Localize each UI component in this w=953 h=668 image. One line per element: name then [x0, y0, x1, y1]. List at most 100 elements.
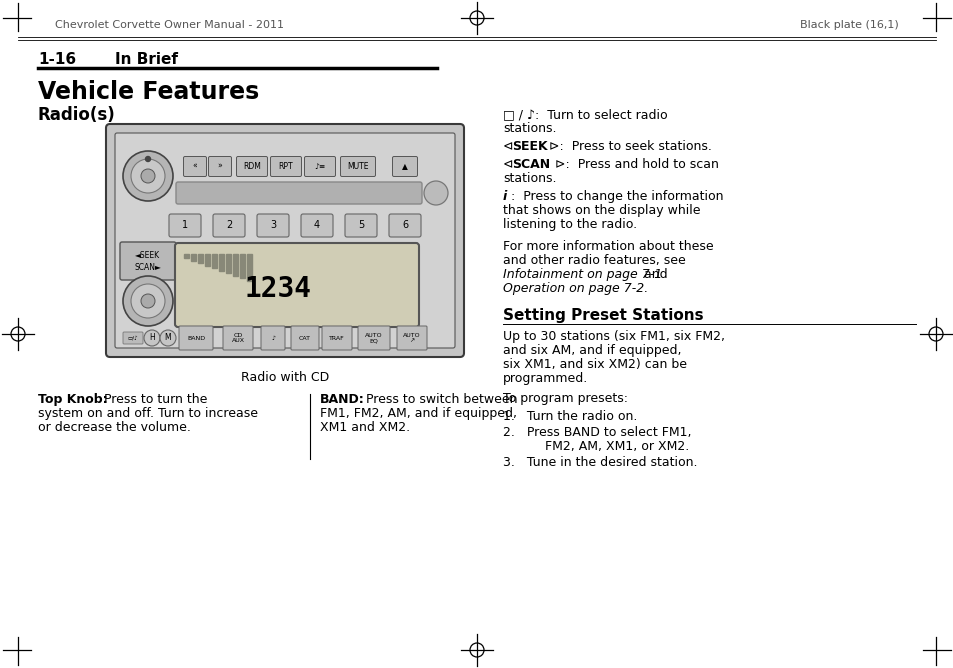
Circle shape — [123, 276, 172, 326]
Text: programmed.: programmed. — [502, 372, 588, 385]
Text: TRAF: TRAF — [329, 335, 345, 341]
FancyBboxPatch shape — [261, 326, 285, 350]
Text: «: « — [193, 162, 197, 171]
Text: 1: 1 — [182, 220, 188, 230]
FancyBboxPatch shape — [236, 156, 267, 176]
Text: or decrease the volume.: or decrease the volume. — [38, 421, 191, 434]
FancyBboxPatch shape — [123, 332, 143, 344]
FancyBboxPatch shape — [291, 326, 318, 350]
FancyBboxPatch shape — [301, 214, 333, 237]
Text: □ / ♪:  Turn to select radio: □ / ♪: Turn to select radio — [502, 108, 667, 121]
Bar — [226, 254, 231, 273]
Text: 2: 2 — [226, 220, 232, 230]
Text: AUTO
EQ: AUTO EQ — [365, 333, 382, 343]
Text: listening to the radio.: listening to the radio. — [502, 218, 637, 231]
Text: stations.: stations. — [502, 172, 556, 185]
Text: 1.   Turn the radio on.: 1. Turn the radio on. — [502, 410, 637, 423]
Text: 1234: 1234 — [244, 275, 311, 303]
Text: Vehicle Features: Vehicle Features — [38, 80, 259, 104]
Text: ⊲: ⊲ — [502, 140, 517, 153]
Circle shape — [131, 284, 165, 318]
Text: 1-16: 1-16 — [38, 52, 76, 67]
Text: CD
AUX: CD AUX — [232, 333, 244, 343]
Text: AUTO
↗: AUTO ↗ — [403, 333, 420, 343]
Text: CAT: CAT — [298, 335, 311, 341]
Text: ⊳:  Press to seek stations.: ⊳: Press to seek stations. — [544, 140, 711, 153]
Text: stations.: stations. — [502, 122, 556, 135]
Bar — [247, 254, 252, 281]
Text: »: » — [217, 162, 222, 171]
Text: ▭/♪: ▭/♪ — [128, 335, 138, 341]
FancyBboxPatch shape — [322, 326, 352, 350]
Text: Black plate (16,1): Black plate (16,1) — [800, 20, 898, 30]
Text: SCAN: SCAN — [512, 158, 550, 171]
Bar — [205, 254, 210, 265]
Text: ◄SEEK: ◄SEEK — [135, 251, 160, 261]
Text: Top Knob:: Top Knob: — [38, 393, 108, 406]
Text: Press to switch between: Press to switch between — [357, 393, 517, 406]
FancyBboxPatch shape — [115, 133, 455, 348]
Text: i: i — [502, 190, 507, 203]
Text: In Brief: In Brief — [115, 52, 178, 67]
Text: RDM: RDM — [243, 162, 261, 171]
Text: ▲: ▲ — [401, 162, 408, 171]
Circle shape — [141, 169, 154, 183]
Text: To program presets:: To program presets: — [502, 392, 627, 405]
FancyBboxPatch shape — [345, 214, 376, 237]
Bar — [233, 254, 237, 275]
FancyBboxPatch shape — [213, 214, 245, 237]
FancyBboxPatch shape — [174, 243, 418, 327]
Text: FM1, FM2, AM, and if equipped,: FM1, FM2, AM, and if equipped, — [319, 407, 517, 420]
Text: 3.   Tune in the desired station.: 3. Tune in the desired station. — [502, 456, 697, 469]
Text: Radio with CD: Radio with CD — [240, 371, 329, 384]
Text: Radio(s): Radio(s) — [38, 106, 115, 124]
Text: 5: 5 — [357, 220, 364, 230]
Bar — [240, 254, 245, 278]
Circle shape — [423, 181, 448, 205]
FancyBboxPatch shape — [340, 156, 375, 176]
FancyBboxPatch shape — [271, 156, 301, 176]
Text: SEEK: SEEK — [512, 140, 547, 153]
Text: and six AM, and if equipped,: and six AM, and if equipped, — [502, 344, 680, 357]
Bar — [212, 254, 216, 268]
FancyBboxPatch shape — [120, 242, 175, 280]
Text: XM1 and XM2.: XM1 and XM2. — [319, 421, 410, 434]
Circle shape — [146, 156, 151, 162]
Text: Infotainment on page 7-1: Infotainment on page 7-1 — [502, 268, 661, 281]
Text: For more information about these: For more information about these — [502, 240, 713, 253]
Text: RPT: RPT — [278, 162, 293, 171]
FancyBboxPatch shape — [169, 214, 201, 237]
Text: MUTE: MUTE — [347, 162, 369, 171]
Circle shape — [141, 294, 154, 308]
Text: 3: 3 — [270, 220, 275, 230]
FancyBboxPatch shape — [392, 156, 417, 176]
Text: SCAN►: SCAN► — [134, 263, 161, 271]
FancyBboxPatch shape — [256, 214, 289, 237]
Text: ⊲: ⊲ — [502, 158, 517, 171]
Text: ⊳:  Press and hold to scan: ⊳: Press and hold to scan — [551, 158, 719, 171]
Circle shape — [123, 151, 172, 201]
FancyBboxPatch shape — [389, 214, 420, 237]
Text: :  Press to change the information: : Press to change the information — [511, 190, 722, 203]
Text: 6: 6 — [401, 220, 408, 230]
Text: 2.   Press BAND to select FM1,: 2. Press BAND to select FM1, — [502, 426, 691, 439]
Circle shape — [131, 159, 165, 193]
FancyBboxPatch shape — [209, 156, 232, 176]
Bar — [219, 254, 224, 271]
Text: ♪: ♪ — [271, 335, 274, 341]
FancyBboxPatch shape — [396, 326, 427, 350]
Text: H: H — [149, 333, 154, 343]
FancyBboxPatch shape — [175, 182, 421, 204]
Text: Up to 30 stations (six FM1, six FM2,: Up to 30 stations (six FM1, six FM2, — [502, 330, 724, 343]
Text: 4: 4 — [314, 220, 319, 230]
Text: and other radio features, see: and other radio features, see — [502, 254, 685, 267]
FancyBboxPatch shape — [183, 156, 206, 176]
Circle shape — [160, 330, 175, 346]
FancyBboxPatch shape — [223, 326, 253, 350]
Text: that shows on the display while: that shows on the display while — [502, 204, 700, 217]
Text: six XM1, and six XM2) can be: six XM1, and six XM2) can be — [502, 358, 686, 371]
Bar — [184, 254, 189, 258]
FancyBboxPatch shape — [304, 156, 335, 176]
Text: FM2, AM, XM1, or XM2.: FM2, AM, XM1, or XM2. — [520, 440, 688, 453]
Text: Setting Preset Stations: Setting Preset Stations — [502, 308, 703, 323]
